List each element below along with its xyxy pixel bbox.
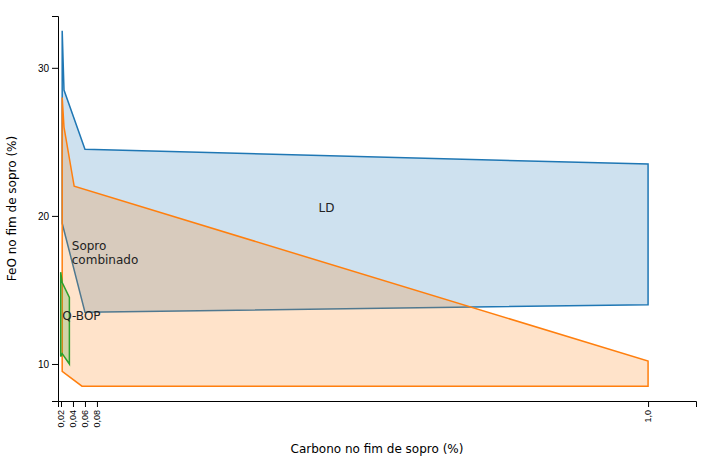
y-tick: 20 (38, 211, 58, 222)
y-tick-mark (52, 68, 58, 69)
annotations: LD Soprocombinado Q-BOP (62, 201, 334, 323)
x-tick-label: 1,0 (643, 410, 653, 423)
x-tick: 0,08 (92, 401, 102, 428)
y-tick-mark (52, 216, 58, 217)
region-label: LD (319, 201, 335, 215)
y-tick-label: 30 (38, 63, 50, 74)
x-tick-label: 0,08 (92, 410, 102, 428)
x-tick-mark (85, 401, 86, 407)
chart: 0,020,040,060,08 1,0 10 20 30 LD Soprocombinad… (0, 0, 718, 463)
y-axis-line (52, 17, 59, 402)
x-tick: 0,04 (68, 401, 78, 428)
y-tick-mark (52, 364, 58, 365)
x-tick-mark (97, 401, 98, 407)
x-axis: 0,020,040,060,08 1,0 (56, 401, 696, 428)
x-tick-mark (648, 401, 649, 407)
plot: 0,020,040,060,08 1,0 10 20 30 LD Soprocombinad… (38, 17, 697, 428)
x-axis-title: Carbono no fim de sopro (%) (291, 442, 464, 456)
y-tick-label: 10 (38, 359, 50, 370)
x-tick-label: 0,06 (80, 410, 90, 428)
y-tick: 10 (38, 359, 58, 370)
y-tick-label: 20 (38, 211, 50, 222)
x-tick: 0,02 (56, 401, 66, 428)
x-tick-mark (61, 401, 62, 407)
x-axis-line (59, 402, 697, 408)
x-tick-label: 0,04 (68, 410, 78, 428)
x-tick-label: 0,02 (56, 410, 66, 428)
region-label: Q-BOP (62, 309, 100, 323)
y-axis-title: FeO no fim de sopro (%) (5, 136, 19, 281)
region-label: Soprocombinado (72, 239, 139, 267)
x-tick: 0,06 (80, 401, 90, 428)
regions (61, 31, 648, 386)
region (62, 97, 648, 386)
y-tick: 30 (38, 63, 58, 74)
x-tick: 1,0 (643, 401, 653, 423)
y-axis: 10 20 30 (38, 17, 59, 402)
x-tick-mark (73, 401, 74, 407)
